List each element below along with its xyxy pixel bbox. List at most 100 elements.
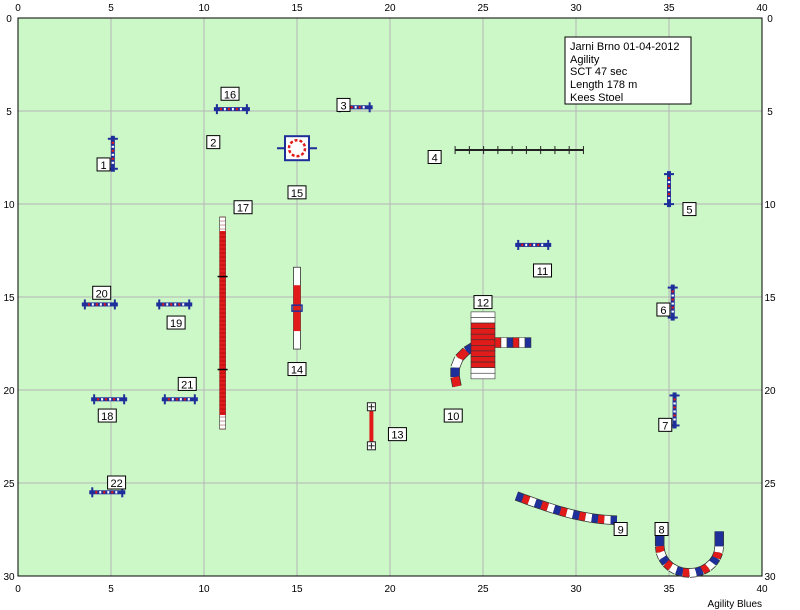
y-tick-right: 30 (764, 572, 776, 583)
obstacle-label-8: 8 (654, 522, 669, 537)
x-tick-top: 15 (291, 3, 303, 14)
x-tick-top: 30 (570, 3, 582, 14)
obstacle-number: 17 (237, 203, 249, 215)
tire-15[interactable] (277, 135, 317, 162)
obstacle-label-11: 11 (533, 263, 553, 278)
obstacle-number: 12 (477, 298, 489, 310)
y-tick-left: 15 (3, 293, 15, 304)
obstacle-number: 2 (210, 138, 216, 150)
tunnel-12-table[interactable] (470, 311, 532, 380)
jump-5[interactable] (664, 171, 674, 208)
obstacle-label-18: 18 (97, 408, 117, 423)
y-tick-right: 0 (767, 14, 773, 25)
obstacle-number: 16 (224, 89, 236, 101)
info-line-length: Length 178 m (570, 79, 637, 91)
x-tick-top: 25 (477, 3, 489, 14)
obstacle-label-15: 15 (287, 185, 307, 200)
obstacle-number: 3 (340, 100, 346, 112)
jump-6[interactable] (667, 284, 678, 321)
obstacle-label-12: 12 (473, 295, 493, 310)
x-tick-top: 5 (108, 3, 114, 14)
tunnel-9[interactable] (514, 491, 618, 525)
obstacle-label-22: 22 (107, 475, 127, 490)
tunnel-8[interactable] (654, 531, 724, 578)
x-tick-top: 0 (15, 3, 21, 14)
obstacle-label-21: 21 (177, 376, 197, 391)
info-line-judge: Kees Stoel (570, 92, 623, 104)
obstacle-number: 1 (100, 160, 106, 172)
y-tick-left: 25 (3, 479, 15, 490)
info-line-class: Agility (570, 54, 600, 66)
y-tick-left: 5 (6, 107, 12, 118)
obstacle-label-1: 1 (96, 157, 111, 172)
x-tick-bottom: 30 (570, 584, 582, 595)
obstacle-number: 11 (537, 266, 548, 278)
obstacle-number: 4 (432, 153, 438, 165)
obstacle-label-5: 5 (682, 202, 697, 217)
obstacle-number: 19 (170, 318, 182, 330)
obstacle-label-17: 17 (233, 200, 253, 215)
obstacle-number: 8 (658, 525, 664, 537)
jump-19[interactable] (156, 299, 193, 310)
obstacle-number: 6 (660, 305, 666, 317)
obstacle-label-13: 13 (387, 427, 407, 442)
x-tick-bottom: 10 (198, 584, 210, 595)
x-tick-top: 10 (198, 3, 210, 14)
y-tick-left: 10 (3, 200, 15, 211)
footer-brand: Agility Blues (708, 599, 762, 610)
obstacles-layer (81, 102, 724, 578)
y-tick-right: 5 (767, 107, 773, 118)
jump-21[interactable] (161, 394, 198, 405)
obstacle-label-16: 16 (220, 86, 240, 101)
walk-4[interactable] (454, 146, 584, 155)
obstacle-number: 21 (181, 379, 193, 391)
obstacle-number: 9 (618, 525, 624, 537)
y-tick-right: 25 (764, 479, 776, 490)
x-tick-top: 40 (756, 3, 768, 14)
obstacle-label-6: 6 (656, 302, 671, 317)
obstacle-label-14: 14 (287, 362, 307, 377)
y-tick-right: 10 (764, 200, 776, 211)
obstacle-number: 13 (391, 430, 403, 442)
obstacle-number: 22 (110, 478, 122, 490)
dogwalk-17[interactable] (217, 216, 228, 430)
obstacle-number: 7 (662, 420, 668, 432)
field-border (17, 17, 763, 577)
obstacle-number: 10 (447, 411, 459, 423)
x-tick-top: 35 (663, 3, 675, 14)
tunnel-10[interactable] (450, 341, 479, 388)
y-tick-left: 30 (3, 572, 15, 583)
x-tick-bottom: 25 (477, 584, 489, 595)
jump-11[interactable] (515, 239, 552, 250)
obstacle-label-10: 10 (443, 408, 463, 423)
info-line-sct: SCT 47 sec (570, 66, 628, 78)
obstacle-label-9: 9 (613, 522, 628, 537)
x-tick-top: 20 (384, 3, 396, 14)
y-tick-right: 15 (764, 293, 776, 304)
obstacle-label-20: 20 (92, 285, 112, 300)
y-tick-left: 0 (6, 14, 12, 25)
obstacle-number: 20 (96, 288, 108, 300)
course-info-box: Jarni Brno 01-04-2012 Agility SCT 47 sec… (564, 36, 692, 105)
jump-20[interactable] (81, 299, 118, 310)
obstacle-label-7: 7 (658, 417, 673, 432)
obstacle-number: 5 (686, 205, 692, 217)
obstacle-number: 15 (291, 188, 303, 200)
obstacle-number: 14 (291, 365, 303, 377)
obstacle-number: 18 (101, 411, 113, 423)
seesaw-14[interactable] (291, 266, 303, 350)
jump-16[interactable] (213, 104, 250, 115)
info-line-event: Jarni Brno 01-04-2012 (570, 41, 679, 53)
y-tick-left: 20 (3, 386, 15, 397)
weave-13[interactable] (366, 402, 376, 451)
x-tick-bottom: 5 (108, 584, 114, 595)
obstacle-label-4: 4 (427, 150, 442, 165)
x-tick-bottom: 20 (384, 584, 396, 595)
x-tick-bottom: 15 (291, 584, 303, 595)
obstacle-label-3: 3 (336, 97, 351, 112)
obstacle-label-2: 2 (206, 135, 221, 150)
jump-18[interactable] (91, 394, 128, 405)
